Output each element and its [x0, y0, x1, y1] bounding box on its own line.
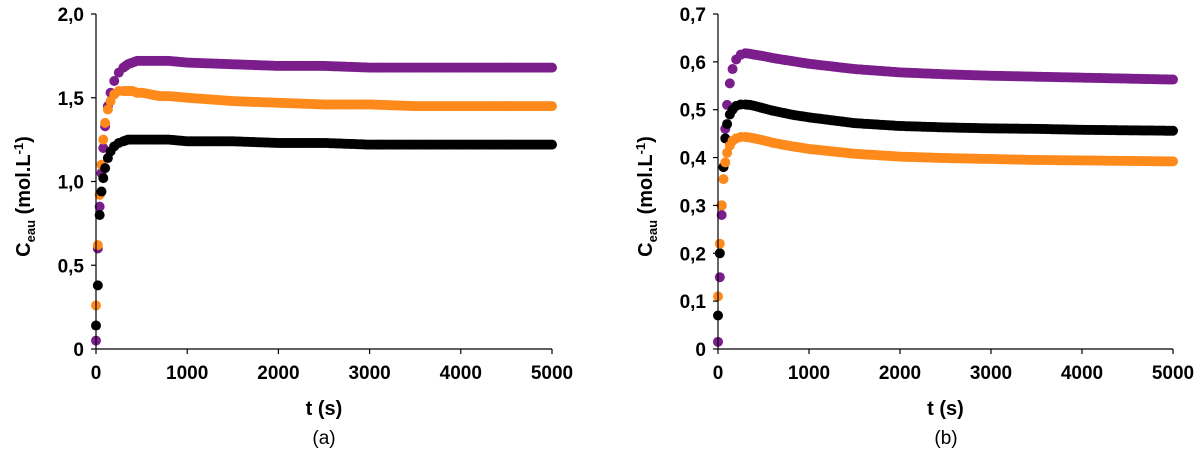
- x-axis-title: t (s): [927, 398, 964, 420]
- data-point: [714, 248, 725, 259]
- x-tick-label: 2000: [879, 363, 921, 384]
- data-point: [94, 210, 105, 220]
- data-point: [714, 238, 725, 249]
- data-point: [547, 101, 557, 112]
- y-axis-title-unit: (mol.L: [13, 154, 35, 220]
- y-tick-label: 0,4: [680, 149, 707, 170]
- data-point: [96, 186, 107, 197]
- y-tick-label: 0,6: [680, 53, 706, 74]
- y-tick-label: 0,5: [58, 256, 85, 277]
- x-tick-label: 4000: [440, 363, 482, 384]
- data-point: [714, 272, 725, 283]
- y-tick-label: 0,5: [680, 101, 707, 122]
- x-tick-label: 3000: [970, 363, 1012, 384]
- data-point: [718, 174, 729, 185]
- y-axis-title-sub: eau: [23, 220, 38, 242]
- series-1: [91, 86, 557, 311]
- data-point: [94, 201, 105, 212]
- data-point: [100, 163, 111, 174]
- y-tick-label: 1,0: [58, 173, 84, 194]
- data-point: [100, 117, 111, 128]
- data-point: [716, 200, 727, 211]
- x-tick-label: 4000: [1061, 363, 1103, 384]
- data-point: [547, 62, 557, 73]
- y-tick-label: 0,7: [680, 5, 706, 26]
- x-tick-label: 1000: [788, 363, 830, 384]
- series-2: [91, 134, 557, 331]
- y-tick-label: 0: [695, 340, 706, 361]
- series-2: [713, 131, 1178, 302]
- y-axis-title-unit: (mol.L: [635, 154, 657, 220]
- x-axis-title: t (s): [306, 398, 343, 420]
- y-tick-label: 0,2: [680, 244, 706, 265]
- panel-a: 0 0,5 1,0 1,5 2,0 0 1000 2000 3000 4000 5000 t (s) C…: [11, 5, 573, 449]
- data-point: [1168, 156, 1178, 167]
- y-axis-title-main: C: [13, 242, 35, 256]
- x-tick-label: 5000: [531, 363, 573, 384]
- panel-caption: (a): [312, 428, 335, 449]
- data-point: [724, 78, 735, 89]
- data-point: [727, 64, 738, 75]
- y-axis-title: Ceau (mol.L-1): [11, 136, 38, 257]
- data-point: [716, 210, 727, 220]
- data-point: [1168, 125, 1178, 136]
- x-tick-label: 2000: [257, 363, 299, 384]
- data-point: [102, 104, 113, 115]
- x-tick-label: 0: [91, 363, 102, 384]
- y-axis-title-sup: -1: [633, 143, 648, 155]
- data-point: [547, 139, 557, 150]
- y-axis-title-close: ): [13, 136, 35, 143]
- y-axis-title-main: C: [635, 242, 657, 256]
- data-point: [1168, 74, 1178, 85]
- data-point: [92, 280, 103, 291]
- panel-caption: (b): [934, 428, 957, 449]
- y-tick-label: 1,5: [58, 89, 85, 110]
- data-point: [98, 173, 109, 184]
- data-point: [98, 134, 109, 145]
- data-point: [92, 240, 103, 251]
- y-axis-title-sub: eau: [645, 220, 660, 242]
- x-tick-label: 3000: [348, 363, 390, 384]
- panel-b: 0 0,1 0,2 0,3 0,4 0,5 0,6 0,7 0 1000 2000 3000 4000 5…: [633, 5, 1194, 449]
- data-point: [109, 76, 120, 86]
- series-1: [713, 99, 1178, 321]
- y-tick-label: 2,0: [58, 5, 84, 26]
- data-point: [720, 157, 731, 168]
- x-tick-label: 0: [713, 363, 724, 384]
- y-tick-label: 0,3: [680, 196, 706, 217]
- y-axis-title: Ceau (mol.L-1): [633, 136, 660, 257]
- y-axis-title-sup: -1: [11, 143, 26, 155]
- series-0: [713, 48, 1178, 347]
- y-tick-label: 0: [73, 340, 84, 361]
- y-axis-title-close: ): [635, 136, 657, 143]
- y-tick-label: 0,1: [680, 292, 707, 313]
- x-tick-label: 5000: [1152, 363, 1194, 384]
- x-tick-label: 1000: [166, 363, 208, 384]
- data-point: [722, 119, 733, 130]
